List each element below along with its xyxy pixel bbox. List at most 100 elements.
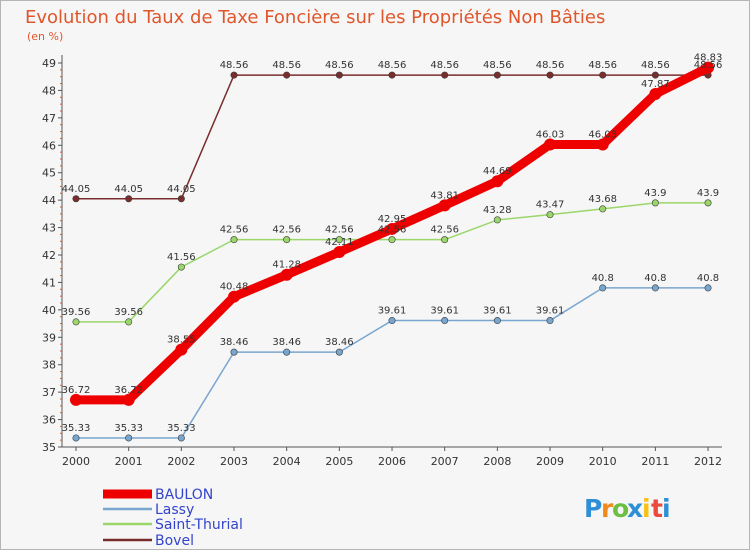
series-baulon <box>70 61 715 406</box>
data-label: 39.61 <box>536 306 565 317</box>
y-tick-label: 46 <box>42 139 56 152</box>
data-point <box>283 236 291 244</box>
legend-label: Saint-Thurial <box>155 517 243 533</box>
data-point <box>493 317 501 325</box>
data-label: 39.56 <box>62 307 91 318</box>
logo-letter: r <box>601 494 614 523</box>
data-point <box>283 71 291 79</box>
data-point <box>386 222 399 235</box>
data-label: 44.69 <box>483 166 512 177</box>
data-label: 44.05 <box>62 184 91 195</box>
data-label: 35.33 <box>62 423 91 434</box>
data-point <box>228 290 241 303</box>
data-labels-layer: 36.72 36.72 38.55 40.48 41.28 42.11 42.95 43.81… <box>62 53 723 434</box>
data-point <box>704 199 712 207</box>
data-point <box>333 245 346 258</box>
y-tick-label: 42 <box>42 249 56 262</box>
data-point <box>335 236 343 244</box>
y-tick-label: 44 <box>42 194 56 207</box>
data-point <box>125 195 133 203</box>
data-point <box>122 393 135 406</box>
logo-letter: t <box>651 494 663 523</box>
data-label: 42.11 <box>325 237 354 248</box>
data-label: 35.33 <box>167 423 196 434</box>
series-saint-thurial <box>72 199 712 326</box>
data-point <box>704 284 712 292</box>
data-label: 39.61 <box>430 306 459 317</box>
logo-letter: P <box>584 494 602 523</box>
data-label: 48.56 <box>378 60 407 71</box>
series-lassy <box>72 284 712 442</box>
data-label: 43.47 <box>536 200 565 211</box>
data-point <box>177 434 185 442</box>
data-point <box>544 138 557 151</box>
axes: 35 36 37 38 39 40 41 42 43 44 45 46 47 48 49 2000 2001 20… <box>42 55 722 468</box>
data-label: 43.9 <box>644 188 666 199</box>
data-point <box>230 71 238 79</box>
legend-label: BAULON <box>155 487 213 503</box>
data-label: 41.28 <box>272 260 301 271</box>
data-point <box>493 71 501 79</box>
x-tick-label: 2011 <box>641 455 669 468</box>
data-label: 35.33 <box>114 423 143 434</box>
y-tick-label: 41 <box>42 276 56 289</box>
data-point <box>175 343 188 356</box>
x-tick-label: 2003 <box>220 455 248 468</box>
data-label: 38.46 <box>272 337 301 348</box>
chart-subtitle: (en %) <box>27 30 63 43</box>
data-point <box>388 317 396 325</box>
chart-title: Evolution du Taux de Taxe Foncière sur l… <box>25 7 605 28</box>
y-tick-label: 35 <box>42 441 56 454</box>
data-label: 42.56 <box>272 225 301 236</box>
data-label: 39.61 <box>378 306 407 317</box>
y-tick-label: 45 <box>42 167 56 180</box>
data-point <box>599 205 607 213</box>
x-tick-label: 2000 <box>62 455 90 468</box>
data-point <box>599 284 607 292</box>
data-label: 42.95 <box>378 214 407 225</box>
data-point <box>177 195 185 203</box>
data-label: 38.46 <box>325 337 354 348</box>
x-tick-label: 2006 <box>378 455 406 468</box>
data-label: 42.56 <box>325 225 354 236</box>
series-layer <box>70 61 715 442</box>
data-label: 43.9 <box>697 188 719 199</box>
x-tick-label: 2002 <box>167 455 195 468</box>
data-point <box>441 317 449 325</box>
data-point <box>702 61 715 74</box>
data-label: 43.28 <box>483 205 512 216</box>
data-point <box>70 393 82 406</box>
logo-letter: i <box>662 494 671 523</box>
y-tick-label: 48 <box>42 84 56 97</box>
data-label: 46.03 <box>536 129 565 140</box>
data-point <box>72 318 80 326</box>
logo-letter: x <box>627 494 643 523</box>
y-tick-label: 37 <box>42 386 56 399</box>
data-point <box>335 71 343 79</box>
data-label: 47.87 <box>641 79 670 90</box>
data-point <box>177 263 185 271</box>
x-tick-label: 2008 <box>483 455 511 468</box>
data-point <box>230 348 238 356</box>
x-tick-label: 2012 <box>694 455 722 468</box>
y-tick-label: 43 <box>42 222 56 235</box>
data-point <box>649 87 662 100</box>
data-label: 40.8 <box>644 273 666 284</box>
data-label: 40.48 <box>220 282 249 293</box>
data-point <box>441 236 449 244</box>
x-tick-label: 2004 <box>273 455 301 468</box>
x-tick-label: 2001 <box>115 455 143 468</box>
data-label: 41.56 <box>167 252 196 263</box>
y-tick-label: 39 <box>42 331 56 344</box>
data-label: 40.8 <box>592 273 614 284</box>
data-point <box>230 236 238 244</box>
data-point <box>72 195 80 203</box>
logo-letter: i <box>642 494 651 523</box>
x-tick-label: 2010 <box>589 455 617 468</box>
data-label: 46.03 <box>588 129 617 140</box>
data-point <box>493 216 501 224</box>
data-point <box>388 236 396 244</box>
data-label: 42.56 <box>220 225 249 236</box>
